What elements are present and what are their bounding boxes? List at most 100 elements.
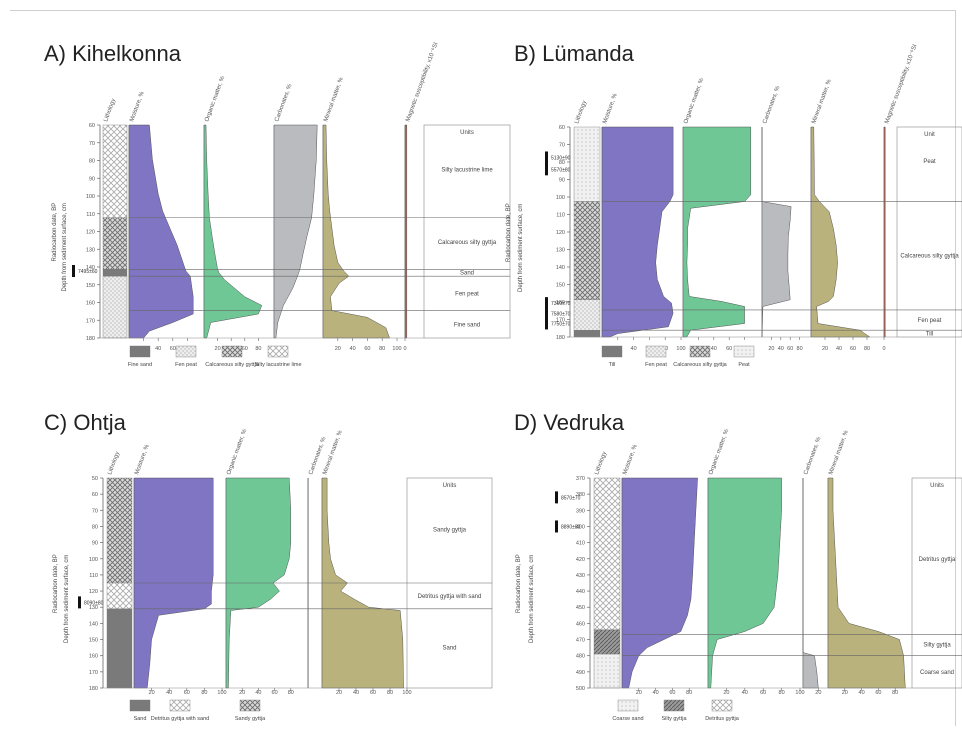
column-header: Mineral matter, %	[811, 78, 833, 125]
x-tick-label: 60	[875, 690, 881, 696]
legend-label: Coarse sand	[612, 716, 643, 722]
lithology-segment	[593, 629, 621, 655]
series-area	[404, 124, 408, 339]
units-box	[896, 126, 962, 338]
x-tick-label: 60	[272, 690, 278, 696]
legend-swatch	[617, 699, 639, 712]
depth-tick-label: 110	[89, 573, 98, 579]
x-tick-label: 0	[882, 346, 885, 352]
column-header: Moisture, %	[134, 443, 151, 475]
depth-tick-label: 130	[556, 248, 565, 254]
x-tick-label: 60	[850, 346, 856, 352]
lithology-segment	[573, 299, 601, 331]
depth-tick-label: 150	[89, 638, 98, 644]
x-tick-label: 40	[836, 346, 842, 352]
depth-tick-label: 120	[556, 230, 565, 236]
legend-swatch	[169, 699, 191, 712]
date-bar	[72, 265, 75, 278]
depth-tick-label: 420	[576, 557, 585, 563]
column-header: Magnetic susceptibility, x10⁻⁶SI	[404, 41, 439, 123]
x-tick-label: 20	[149, 690, 155, 696]
x-tick-label: 20	[768, 346, 774, 352]
depth-tick-label: 90	[559, 178, 565, 184]
x-tick-label: 40	[778, 346, 784, 352]
x-tick-label: 40	[155, 346, 161, 352]
legend-swatch	[239, 699, 261, 712]
depth-tick-label: 400	[576, 524, 585, 530]
lithology-segment	[102, 269, 128, 277]
x-tick-label: 60	[184, 690, 190, 696]
x-tick-label: 60	[787, 346, 793, 352]
depth-tick-label: 80	[559, 160, 565, 166]
date-bar	[545, 297, 548, 310]
radiocarbon-date: 5130±90	[551, 155, 571, 161]
column-header: Lithology	[107, 451, 121, 476]
x-tick-label: 80	[255, 346, 261, 352]
unit-label: Peat	[923, 159, 936, 165]
lithology-segment	[593, 477, 621, 631]
date-bar	[545, 317, 548, 330]
unit-label: Sand	[460, 271, 474, 277]
depth-tick-label: 110	[556, 213, 565, 219]
lithology-segment	[102, 217, 128, 270]
unit-label: Fen peat	[918, 318, 942, 324]
x-tick-label: 60	[669, 690, 675, 696]
depth-tick-label: 90	[92, 541, 98, 547]
panel-title: B) Lümanda	[514, 41, 634, 66]
age-axis-label: Radiocarbon date, BP	[53, 554, 59, 613]
x-tick-label: 20	[815, 690, 821, 696]
depth-tick-label: 130	[86, 247, 95, 253]
x-tick-label: 80	[864, 346, 870, 352]
column-header: Mineral matter, %	[323, 76, 345, 123]
depth-tick-label: 140	[556, 265, 565, 271]
depth-tick-label: 160	[86, 301, 95, 307]
depth-tick-label: 430	[576, 573, 585, 579]
depth-tick-label: 390	[576, 508, 585, 514]
lithology-segment	[106, 582, 133, 610]
legend-swatch	[129, 699, 151, 712]
column-header: Organic matter, %	[226, 428, 248, 476]
depth-axis-label: Depth from sediment surface, cm	[529, 555, 535, 643]
x-tick-label: 40	[859, 690, 865, 696]
legend-label: Calcareous silty gyttja	[673, 362, 727, 368]
column-header: Organic matter, %	[683, 77, 705, 125]
x-tick-label: 60	[726, 346, 732, 352]
column-header: Moisture, %	[129, 90, 146, 122]
units-header: Unit	[924, 132, 935, 138]
depth-tick-label: 170	[86, 318, 95, 324]
column-header: Carbonates, %	[803, 436, 822, 476]
depth-tick-label: 100	[89, 557, 98, 563]
x-tick-label: 80	[201, 690, 207, 696]
series-area	[827, 477, 906, 689]
date-bar	[545, 151, 548, 164]
depth-tick-label: 170	[556, 318, 565, 324]
lithology-segment	[573, 126, 601, 202]
depth-tick-label: 380	[576, 492, 585, 498]
lithology-segment	[106, 477, 133, 584]
unit-label: Fen peat	[455, 291, 479, 297]
x-tick-label: 20	[822, 346, 828, 352]
depth-tick-label: 60	[89, 123, 95, 129]
date-bar	[545, 163, 548, 176]
legend-swatch	[267, 345, 289, 358]
depth-tick-label: 180	[89, 686, 98, 692]
depth-axis-label: Depth from sediment surface, cm	[518, 204, 524, 292]
units-header: Units	[460, 130, 474, 136]
depth-tick-label: 490	[576, 670, 585, 676]
x-tick-label: 20	[842, 690, 848, 696]
depth-tick-label: 440	[576, 589, 585, 595]
x-tick-label: 60	[364, 346, 370, 352]
x-tick-label: 0	[403, 346, 406, 352]
depth-tick-label: 160	[89, 654, 98, 660]
legend-label: Sand	[134, 716, 147, 722]
x-tick-label: 80	[288, 690, 294, 696]
legend-label: Fen peat	[175, 362, 197, 368]
depth-tick-label: 130	[89, 605, 98, 611]
depth-tick-label: 500	[576, 686, 585, 692]
age-axis-label: Radiocarbon date, BP	[52, 203, 58, 262]
x-tick-label: 100	[217, 690, 226, 696]
x-tick-label: 20	[336, 690, 342, 696]
x-tick-label: 60	[242, 346, 248, 352]
unit-label: Sandy gyttja	[433, 528, 467, 534]
